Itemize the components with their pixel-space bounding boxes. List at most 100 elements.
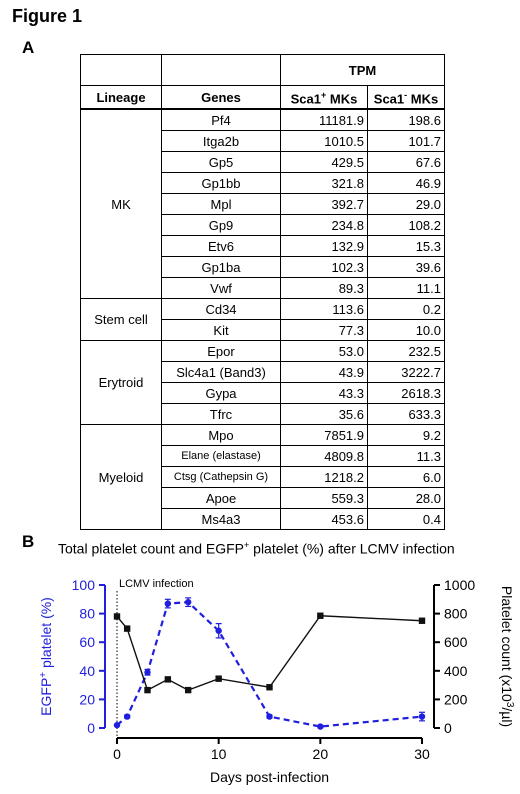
gene-cell: Ms4a3 [161, 508, 281, 531]
sca1-pos-value: 1010.5 [280, 130, 368, 153]
gene-cell: Tfrc [161, 403, 281, 426]
gene-cell: Mpo [161, 424, 281, 447]
gene-cell: Gp9 [161, 214, 281, 237]
platelet-data-point [144, 686, 151, 694]
figure-title: Figure 1 [12, 6, 83, 26]
sca1-pos-value: 429.5 [280, 151, 368, 174]
gene-cell: Apoe [161, 487, 281, 510]
left-y-tick-label: 80 [79, 606, 95, 622]
table-top-header-row: TPM [80, 54, 445, 86]
egfp-data-point [123, 713, 131, 720]
gene-cell: Epor [161, 340, 281, 363]
right-y-tick-label: 800 [444, 606, 468, 622]
sca1-pos-value: 102.3 [280, 256, 368, 279]
egfp-data-point [317, 723, 324, 730]
gene-cell: Gp1ba [161, 256, 281, 279]
right-y-tick-label: 0 [444, 720, 452, 736]
sca1-pos-value: 89.3 [280, 277, 368, 300]
egfp-data-point [418, 713, 426, 720]
sca1-pos-value: 7851.9 [280, 424, 368, 447]
sca1-neg-value: 6.0 [367, 466, 445, 489]
gene-cell: Vwf [161, 277, 281, 300]
egfp-data-point [144, 669, 151, 676]
egfp-series-line [116, 601, 423, 728]
table-row: Elane (elastase) 4809.8 11.3 [81, 445, 445, 468]
sca1-neg-column-header: Sca1- MKs [367, 85, 445, 111]
platelet-data-point [164, 676, 172, 683]
right-y-axis-label: Platelet count (x103/µl) [499, 586, 515, 727]
sca1-neg-value: 28.0 [367, 487, 445, 510]
sca1-neg-value: 101.7 [367, 130, 445, 153]
table-row: Ms4a3 453.6 0.4 [81, 508, 445, 531]
chart-title-sup: + [244, 540, 250, 550]
egfp-data-point [215, 627, 222, 634]
table-row: Gp1ba 102.3 39.6 [81, 256, 445, 279]
table-row: Erytroid Epor 53.0 232.5 [80, 340, 445, 426]
sca1-pos-value: 321.8 [280, 172, 368, 195]
platelet-data-point [123, 625, 131, 632]
tpm-header: TPM [280, 54, 445, 86]
platelet-data-point [266, 684, 273, 691]
left-y-tick-label: 0 [87, 720, 95, 736]
header-blank-cell [80, 54, 162, 86]
egfp-data-point [113, 721, 121, 729]
right-y-tick-label: 200 [444, 691, 468, 707]
sca1-neg-value: 11.1 [367, 277, 445, 300]
platelet-data-point [418, 617, 426, 624]
sca1-neg-value: 0.2 [367, 298, 445, 321]
table-row: Kit 77.3 10.0 [81, 319, 445, 342]
sca1-pos-value: 132.9 [280, 235, 368, 258]
sca1-pos-value: 234.8 [280, 214, 368, 237]
gene-cell: Gp1bb [161, 172, 281, 195]
lcmv-infection-annotation: LCMV infection [119, 578, 194, 590]
left-y-tick-label: 60 [79, 634, 95, 650]
table-row: Stem cell Cd34 113.6 0.2 [80, 298, 445, 342]
gene-cell: Ctsg (Cathepsin G) [161, 466, 281, 489]
x-tick-label: 30 [414, 746, 430, 762]
sca1-neg-value: 108.2 [367, 214, 445, 237]
lineage-cell: Stem cell [80, 298, 162, 342]
sca1-pos-value: 43.9 [280, 361, 368, 384]
gene-cell: Slc4a1 (Band3) [161, 361, 281, 384]
sca1-neg-value: 2618.3 [367, 382, 445, 405]
gene-cell: Elane (elastase) [161, 445, 281, 468]
left-y-axis-label: EGFP+ platelet (%) [38, 597, 54, 716]
x-tick-label: 10 [211, 746, 227, 762]
chart-title: Total platelet count and EGFP+ platelet … [58, 540, 455, 557]
sca1-neg-value: 46.9 [367, 172, 445, 195]
egfp-data-point [164, 600, 172, 607]
sca1-pos-value: 1218.2 [280, 466, 368, 489]
sca1-pos-value: 11181.9 [280, 108, 368, 132]
platelet-series-line [116, 615, 423, 692]
sca1-neg-value: 39.6 [367, 256, 445, 279]
sca1-pos-value: 453.6 [280, 508, 368, 531]
table-row: Myeloid Mpo 7851.9 9.2 [80, 424, 445, 531]
table-row: Apoe 559.3 28.0 [81, 487, 445, 510]
left-y-tick-label: 40 [79, 663, 95, 679]
sca1-pos-value: 77.3 [280, 319, 368, 342]
right-y-tick-label: 400 [444, 663, 468, 679]
table-row: Tfrc 35.6 633.3 [81, 403, 445, 426]
sca1-pos-value: 35.6 [280, 403, 368, 426]
left-y-tick-label: 100 [72, 577, 96, 593]
header-blank-cell [161, 54, 281, 86]
chart-title-pre: Total platelet count and EGFP [58, 540, 244, 557]
table-row: Gp5 429.5 67.6 [81, 151, 445, 174]
right-y-tick-label: 1000 [444, 577, 475, 593]
lineage-column-header: Lineage [80, 85, 162, 111]
sca1-neg-value: 198.6 [367, 108, 445, 132]
panel-a-letter: A [22, 38, 35, 57]
platelet-data-point [215, 675, 222, 682]
gene-cell: Kit [161, 319, 281, 342]
sca1-pos-value: 53.0 [280, 340, 368, 363]
tpm-table: TPM Lineage Genes Sca1+ MKs Sca1- MKs MK Pf4 11… [80, 54, 445, 531]
sca1-pos-column-header: Sca1+ MKs [280, 85, 368, 111]
platelet-data-point [113, 613, 121, 620]
x-tick-label: 20 [313, 746, 329, 762]
x-axis-label: Days post-infection [210, 769, 329, 785]
sca1-neg-value: 10.0 [367, 319, 445, 342]
gene-cell: Itga2b [161, 130, 281, 153]
platelet-data-point [184, 686, 192, 694]
egfp-data-point [184, 598, 192, 606]
